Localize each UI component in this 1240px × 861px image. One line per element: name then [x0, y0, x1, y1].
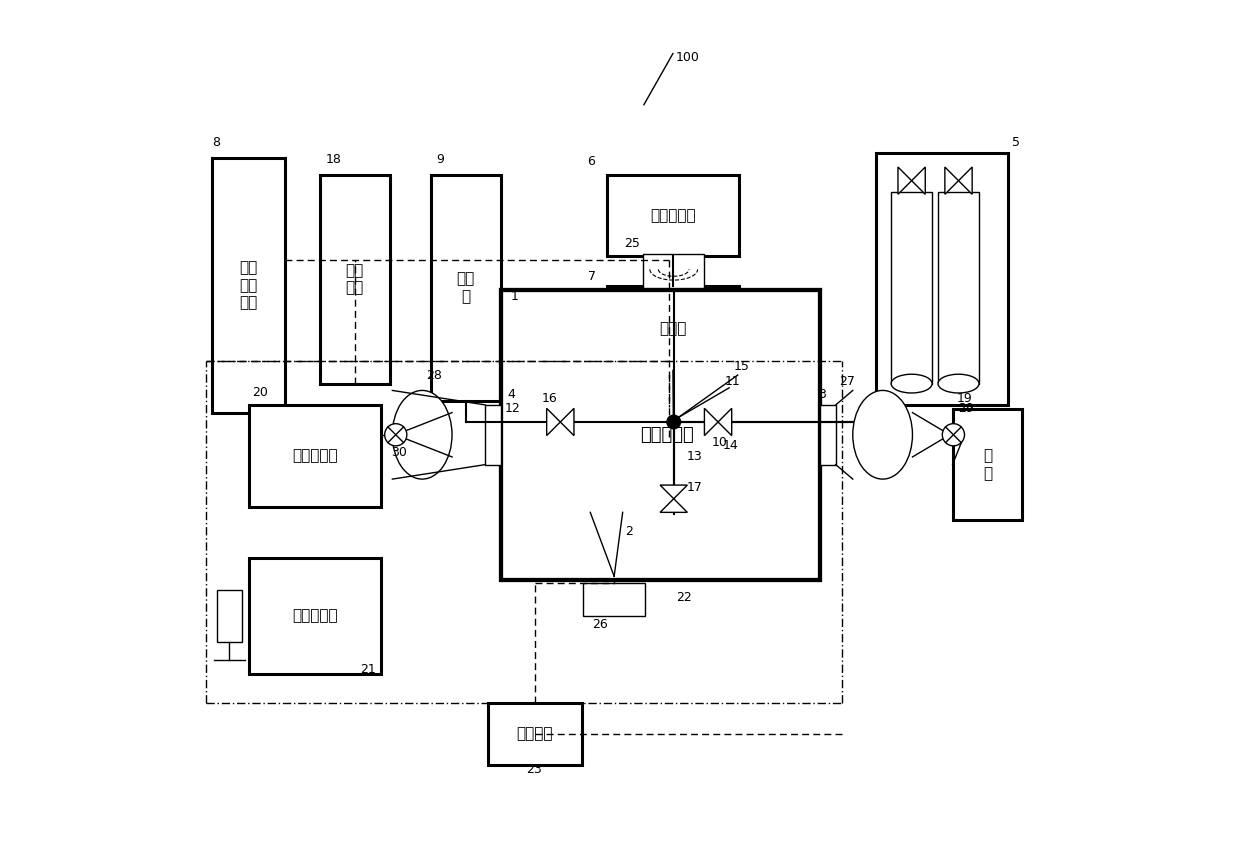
Text: 100: 100: [676, 51, 699, 64]
Text: 22: 22: [677, 591, 692, 604]
Text: 计算机系统: 计算机系统: [293, 609, 339, 623]
Bar: [608, 286, 739, 371]
Polygon shape: [959, 167, 972, 195]
Text: 27: 27: [839, 375, 856, 387]
Text: 7: 7: [588, 270, 595, 283]
Bar: [608, 175, 739, 256]
Polygon shape: [718, 408, 732, 436]
Polygon shape: [898, 167, 911, 195]
Bar: [644, 254, 704, 288]
Text: 8: 8: [212, 136, 221, 149]
Text: 19: 19: [957, 392, 972, 405]
Text: 28: 28: [427, 369, 443, 382]
Text: 2: 2: [625, 525, 634, 538]
Polygon shape: [547, 408, 560, 436]
Bar: [501, 290, 821, 579]
Text: 25: 25: [624, 237, 640, 250]
Text: 12: 12: [505, 402, 521, 415]
Text: 21: 21: [360, 663, 376, 676]
Text: 高速摄像机: 高速摄像机: [293, 449, 339, 463]
Bar: [584, 583, 645, 616]
Ellipse shape: [392, 390, 453, 479]
Text: 10: 10: [712, 437, 728, 449]
Polygon shape: [560, 408, 574, 436]
Polygon shape: [660, 499, 687, 512]
Text: 15: 15: [733, 361, 749, 374]
Text: 30: 30: [392, 447, 408, 460]
Text: 4: 4: [507, 387, 516, 400]
Polygon shape: [704, 408, 718, 436]
Text: 23: 23: [526, 763, 542, 776]
Text: 14: 14: [723, 439, 738, 452]
Ellipse shape: [937, 375, 978, 393]
Ellipse shape: [853, 390, 913, 479]
Ellipse shape: [892, 375, 932, 393]
Text: 13: 13: [687, 450, 702, 463]
Text: 6: 6: [588, 155, 595, 168]
Text: 26: 26: [591, 618, 608, 631]
Bar: [937, 192, 978, 384]
Bar: [487, 703, 582, 765]
Text: 汞
灯: 汞 灯: [983, 449, 992, 480]
Text: 液体进样泵: 液体进样泵: [651, 208, 696, 223]
Bar: [485, 405, 501, 465]
Text: 点火系统: 点火系统: [517, 727, 553, 741]
Text: 温控
系统: 温控 系统: [346, 263, 365, 295]
Text: 18: 18: [326, 153, 342, 166]
Text: 定容燃烧弹: 定容燃烧弹: [640, 425, 693, 443]
Bar: [320, 175, 389, 384]
Bar: [821, 405, 836, 465]
Bar: [430, 175, 501, 400]
Bar: [875, 153, 1008, 405]
Text: 5: 5: [1012, 136, 1021, 149]
Bar: [952, 409, 1023, 520]
Text: 16: 16: [542, 392, 557, 405]
Polygon shape: [945, 167, 959, 195]
Polygon shape: [660, 485, 687, 499]
Text: 17: 17: [687, 481, 702, 494]
Text: 1: 1: [511, 289, 518, 302]
Bar: [892, 192, 932, 384]
Circle shape: [942, 424, 965, 446]
Circle shape: [667, 415, 681, 429]
Text: 9: 9: [436, 153, 445, 166]
Bar: [217, 591, 242, 641]
Polygon shape: [911, 167, 925, 195]
Text: 29: 29: [957, 402, 973, 415]
Text: 真空
泵: 真空 泵: [456, 271, 475, 304]
Text: 20: 20: [252, 386, 268, 399]
Text: 气化罐: 气化罐: [660, 320, 687, 336]
Text: 3: 3: [818, 387, 826, 400]
Text: 11: 11: [725, 375, 740, 387]
Circle shape: [384, 424, 407, 446]
Text: 压力
监测
单元: 压力 监测 单元: [239, 261, 258, 311]
Bar: [249, 559, 381, 673]
Bar: [212, 158, 285, 413]
Bar: [249, 405, 381, 507]
